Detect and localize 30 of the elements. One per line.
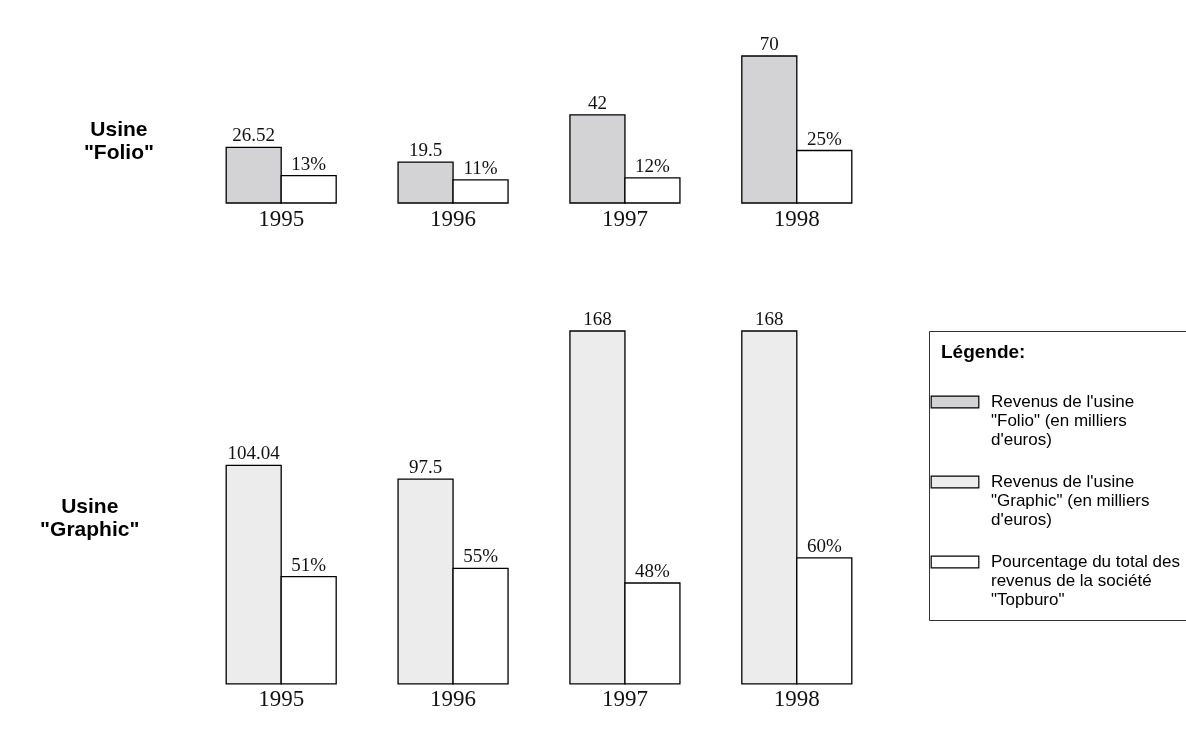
- x-tick-label: 1996: [430, 205, 477, 231]
- x-tick-label: 1997: [601, 205, 648, 231]
- data-label: 19.5: [408, 139, 443, 161]
- data-label: 12%: [635, 154, 671, 176]
- text: Revenus de l'usine "Graphic" (en milliers d'euros): [991, 472, 1150, 529]
- data-label: 168: [755, 308, 784, 329]
- data-label: 51%: [291, 553, 327, 575]
- x-tick-label: 1998: [773, 205, 820, 231]
- data-label: 70: [759, 33, 779, 54]
- data-label: 55%: [463, 545, 499, 567]
- text: Usine "Folio": [83, 116, 154, 163]
- data-label: 97.5: [408, 456, 443, 478]
- x-tick-label: 1996: [430, 686, 477, 712]
- text: Pourcentage du total des revenus de la société "Topburo": [991, 552, 1181, 609]
- text: Usine "Graphic": [40, 494, 140, 541]
- data-label: 13%: [291, 152, 327, 174]
- x-tick-label: 1995: [258, 686, 305, 712]
- data-label: 48%: [635, 560, 671, 581]
- data-label: 104.04: [227, 442, 281, 464]
- data-label: 168: [583, 308, 612, 329]
- data-label: 26.52: [232, 124, 276, 146]
- data-label: 42: [587, 91, 607, 113]
- x-tick-label: 1998: [773, 686, 820, 712]
- x-tick-label: 1995: [258, 205, 305, 231]
- data-label: 11%: [463, 156, 498, 178]
- data-label: 60%: [806, 534, 842, 556]
- legend-title: Légende:: [941, 341, 1026, 362]
- data-label: 25%: [806, 127, 842, 149]
- legend-label: Revenus de l'usine "Folio" (en milliers d'euros): [991, 392, 1135, 449]
- x-tick-label: 1997: [601, 686, 648, 712]
